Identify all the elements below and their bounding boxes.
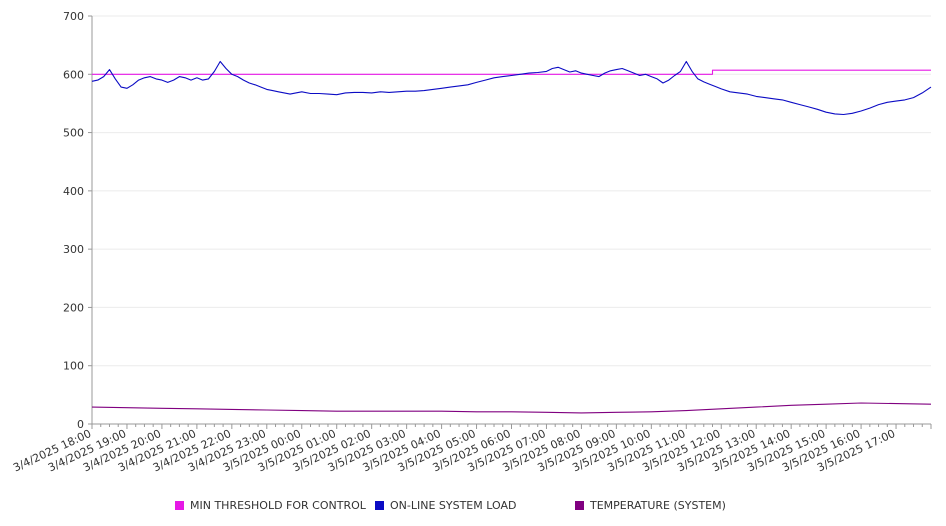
y-tick-labels: 0 100 200 300 400 500 600 700: [63, 10, 84, 431]
grid-lines: [92, 15, 931, 367]
temperature-line: [91, 402, 932, 414]
system-load-line: [91, 60, 932, 116]
y-tick-label: 600: [63, 68, 84, 81]
series-lines: [91, 60, 932, 414]
y-tick-label: 500: [63, 127, 84, 140]
x-tick-labels: 3/4/2025 18:003/4/2025 19:003/4/2025 20:…: [11, 427, 897, 475]
legend-item-min-threshold[interactable]: MIN THRESHOLD FOR CONTROL: [175, 497, 366, 513]
legend-item-temperature[interactable]: TEMPERATURE (SYSTEM): [575, 497, 726, 513]
legend-swatch-min-threshold: [175, 500, 184, 510]
legend-swatch-temperature: [575, 500, 584, 510]
legend-label-min-threshold: MIN THRESHOLD FOR CONTROL: [190, 498, 366, 512]
y-tick-label: 700: [63, 10, 84, 23]
legend: MIN THRESHOLD FOR CONTROL ON-LINE SYSTEM…: [0, 497, 946, 517]
y-tick-label: 100: [63, 360, 84, 373]
min-threshold-line: [92, 69, 931, 75]
y-tick-label: 200: [63, 301, 84, 314]
legend-label-system-load: ON-LINE SYSTEM LOAD: [390, 498, 517, 512]
legend-label-temperature: TEMPERATURE (SYSTEM): [590, 498, 726, 512]
axes: [88, 15, 932, 429]
y-tick-label: 300: [63, 243, 84, 256]
legend-swatch-system-load: [375, 500, 384, 510]
y-tick-label: 400: [63, 185, 84, 198]
legend-item-system-load[interactable]: ON-LINE SYSTEM LOAD: [375, 497, 516, 513]
y-tick-label: 0: [77, 418, 84, 431]
